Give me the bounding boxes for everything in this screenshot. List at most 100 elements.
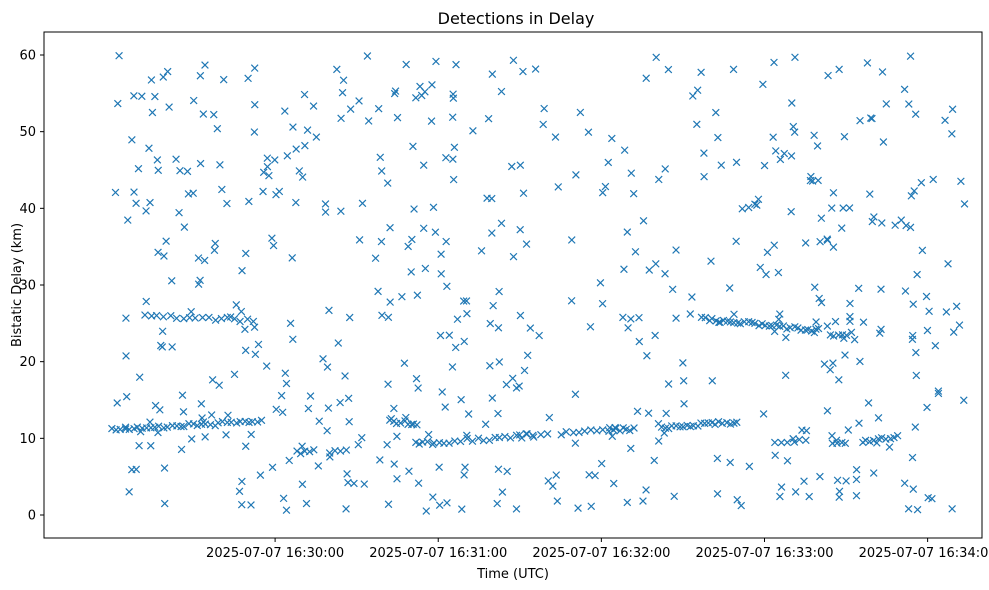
detection-point — [738, 204, 747, 213]
detection-point — [960, 200, 969, 208]
detection-point — [549, 482, 557, 490]
detection-point — [661, 424, 670, 433]
detection-point — [424, 430, 433, 439]
detection-point — [795, 435, 804, 444]
detection-point — [911, 423, 920, 431]
detection-point — [160, 499, 169, 508]
detection-point — [810, 131, 818, 140]
detection-point — [893, 431, 902, 440]
detection-point — [176, 166, 184, 175]
detection-point — [485, 436, 494, 445]
detection-point — [730, 310, 738, 319]
detection-point — [153, 156, 162, 164]
detection-point — [211, 316, 220, 324]
detection-point — [393, 432, 401, 441]
detection-point — [423, 437, 432, 446]
detection-point — [145, 144, 153, 153]
y-tick-label: 40 — [19, 202, 36, 217]
detection-point — [576, 108, 585, 117]
detection-point — [269, 241, 278, 250]
detection-point — [217, 314, 226, 323]
detection-point — [462, 297, 471, 305]
detection-point — [374, 104, 383, 113]
detection-point — [865, 190, 874, 198]
detection-point — [165, 103, 173, 111]
detection-point — [377, 167, 386, 175]
detection-point — [205, 313, 213, 322]
detection-point — [184, 190, 193, 198]
detection-point — [243, 315, 252, 323]
detection-point — [639, 497, 647, 505]
detection-point — [864, 399, 873, 407]
detection-point — [121, 425, 130, 433]
detection-point — [206, 420, 215, 429]
detection-point — [401, 413, 410, 422]
detection-point — [279, 494, 288, 503]
detection-point — [298, 173, 307, 181]
detection-point — [672, 246, 680, 254]
detection-point — [223, 199, 231, 208]
detection-point — [845, 204, 854, 212]
detection-point — [620, 265, 628, 274]
detection-point — [944, 259, 952, 268]
detection-point — [355, 236, 364, 244]
detection-point — [787, 152, 796, 160]
detection-point — [363, 52, 372, 60]
detection-point — [574, 504, 582, 512]
detection-point — [918, 246, 927, 255]
detection-point — [489, 301, 497, 310]
detection-point — [407, 420, 416, 429]
detection-point — [769, 133, 777, 142]
detection-point — [407, 268, 416, 276]
detection-point — [194, 254, 203, 262]
detection-point — [733, 319, 742, 327]
detection-point — [154, 166, 163, 175]
detection-point — [737, 501, 746, 510]
detection-point — [268, 234, 276, 243]
detection-point — [952, 302, 961, 311]
detection-point — [461, 463, 469, 472]
chart-title: Detections in Delay — [438, 9, 595, 28]
detection-point — [823, 235, 831, 243]
x-axis-ticks: 2025-07-07 16:30:00 2025-07-07 16:31:00 20… — [206, 538, 989, 561]
detection-point — [870, 213, 878, 221]
detection-point — [216, 161, 224, 169]
detection-point — [732, 158, 741, 167]
detection-point — [787, 207, 796, 216]
detection-point — [832, 436, 841, 445]
detection-point — [460, 471, 468, 479]
y-tick-label: 10 — [19, 432, 36, 447]
detection-point — [488, 70, 497, 78]
detection-point — [172, 155, 180, 164]
detection-point — [902, 221, 910, 230]
detection-point — [179, 407, 188, 416]
detection-point — [807, 172, 815, 181]
detection-point — [523, 351, 532, 360]
detection-point — [776, 492, 784, 501]
detection-point — [495, 287, 503, 296]
detection-point — [909, 300, 918, 309]
detection-point — [586, 322, 595, 331]
detection-point — [337, 207, 345, 216]
detection-point — [325, 306, 333, 315]
detection-point — [676, 423, 684, 431]
detection-point — [906, 52, 915, 60]
detection-point — [885, 443, 894, 451]
detection-point — [374, 287, 382, 296]
detection-point — [338, 88, 347, 97]
detection-point — [450, 143, 459, 152]
detection-point — [817, 298, 826, 307]
detection-point — [635, 313, 643, 322]
detection-point — [503, 467, 512, 476]
detection-point — [700, 149, 708, 157]
detection-point — [113, 399, 122, 407]
x-axis-label: Time (UTC) — [476, 567, 549, 582]
detection-point — [177, 422, 185, 431]
detection-point — [868, 217, 877, 226]
detection-point — [759, 80, 767, 89]
detection-point — [130, 188, 138, 196]
detection-point — [463, 309, 471, 318]
detection-point — [497, 219, 506, 228]
detection-point — [435, 463, 443, 472]
detection-point — [910, 187, 919, 195]
